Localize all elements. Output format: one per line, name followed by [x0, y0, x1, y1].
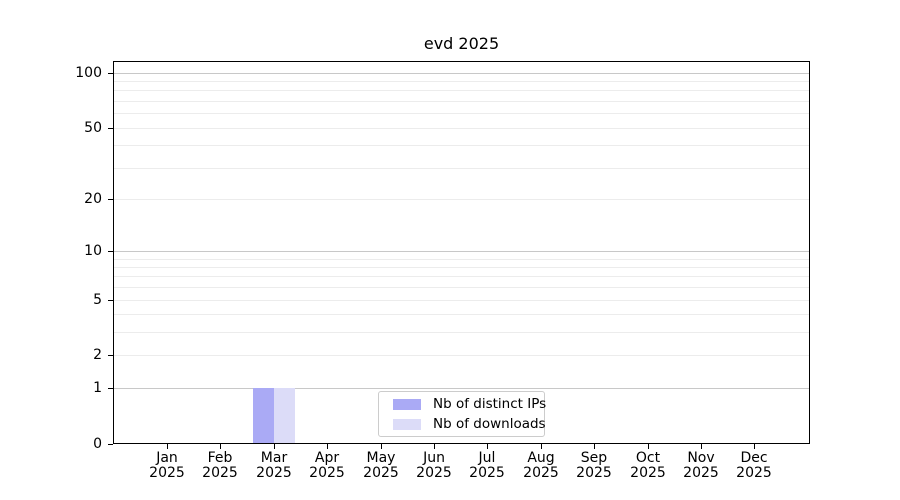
- x-tick-label-line: 2025: [736, 465, 772, 481]
- x-tick-label-line: 2025: [149, 465, 185, 481]
- x-tick: [434, 444, 435, 449]
- x-tick-label: Apr 2025: [295, 451, 359, 481]
- x-tick-label-line: 2025: [309, 465, 345, 481]
- x-tick: [594, 444, 595, 449]
- x-tick-label: Sep 2025: [562, 451, 626, 481]
- y-gridline-minor: [114, 276, 809, 277]
- x-tick-label-line: Jun: [423, 450, 445, 466]
- y-tick-label: 0: [93, 436, 102, 452]
- y-tick: [108, 251, 113, 252]
- x-tick-label-line: 2025: [202, 465, 238, 481]
- x-tick-label: Jun 2025: [402, 451, 466, 481]
- y-gridline-major: [114, 73, 809, 74]
- x-tick-label-line: 2025: [256, 465, 292, 481]
- y-gridline-minor: [114, 355, 809, 356]
- x-tick-label-line: Jul: [478, 450, 496, 466]
- y-gridline-minor: [114, 287, 809, 288]
- x-tick-label: Jul 2025: [455, 451, 519, 481]
- x-tick: [167, 444, 168, 449]
- x-tick-label: Feb 2025: [188, 451, 252, 481]
- y-gridline-minor: [114, 81, 809, 82]
- x-tick-label-line: 2025: [683, 465, 719, 481]
- y-gridline-major: [114, 251, 809, 252]
- legend-swatch-nb-of-downloads: [393, 418, 421, 430]
- x-tick-label-line: Jan: [156, 450, 178, 466]
- x-tick: [327, 444, 328, 449]
- x-tick-label-line: Apr: [314, 450, 340, 466]
- y-gridline-minor: [114, 128, 809, 129]
- x-tick-label-line: 2025: [469, 465, 505, 481]
- x-tick: [220, 444, 221, 449]
- x-tick-label: Aug 2025: [509, 451, 573, 481]
- y-gridline-minor: [114, 332, 809, 333]
- x-tick-label: May 2025: [349, 451, 413, 481]
- x-tick: [487, 444, 488, 449]
- plot-area-frame: [113, 61, 810, 444]
- x-tick-label: Nov 2025: [669, 451, 733, 481]
- y-gridline-minor: [114, 300, 809, 301]
- y-gridline-minor: [114, 259, 809, 260]
- y-tick: [108, 199, 113, 200]
- y-tick-label: 100: [75, 65, 102, 81]
- y-gridline-minor: [114, 199, 809, 200]
- x-tick-label-line: 2025: [630, 465, 666, 481]
- x-tick-label-line: May: [366, 450, 396, 466]
- legend-item: Nb of distinct IPs: [387, 396, 546, 412]
- legend-swatch-nb-of-distinct-ips: [393, 398, 421, 410]
- x-tick: [541, 444, 542, 449]
- legend-item: Nb of downloads: [387, 416, 546, 432]
- x-tick-label-line: Dec: [740, 450, 768, 466]
- x-tick-label-line: Feb: [207, 450, 233, 466]
- x-tick-label-line: Sep: [580, 450, 608, 466]
- y-tick: [108, 128, 113, 129]
- legend-label: Nb of downloads: [433, 416, 546, 432]
- x-tick-label-line: Aug: [527, 450, 555, 466]
- y-gridline-minor: [114, 113, 809, 114]
- x-tick: [274, 444, 275, 449]
- x-tick-label: Dec 2025: [722, 451, 786, 481]
- y-tick-label: 50: [84, 120, 102, 136]
- x-tick-label-line: Mar: [260, 450, 288, 466]
- x-tick-label: Oct 2025: [616, 451, 680, 481]
- y-tick-label: 10: [84, 243, 102, 259]
- chart-title: evd 2025: [423, 34, 500, 53]
- bar-nb-of-distinct-ips-mar-2025: [253, 388, 274, 443]
- y-tick-label: 20: [84, 191, 102, 207]
- x-tick: [701, 444, 702, 449]
- y-gridline-minor: [114, 314, 809, 315]
- x-tick-label-line: 2025: [576, 465, 612, 481]
- x-tick: [754, 444, 755, 449]
- y-tick-label: 5: [93, 292, 102, 308]
- y-tick: [108, 73, 113, 74]
- y-tick: [108, 300, 113, 301]
- y-tick-label: 1: [93, 380, 102, 396]
- y-gridline-minor: [114, 101, 809, 102]
- x-tick-label: Mar 2025: [242, 451, 306, 481]
- y-tick: [108, 444, 113, 445]
- x-tick: [381, 444, 382, 449]
- x-tick-label: Jan 2025: [135, 451, 199, 481]
- y-gridline-major: [114, 388, 809, 389]
- y-gridline-minor: [114, 267, 809, 268]
- bar-nb-of-downloads-mar-2025: [274, 388, 295, 443]
- y-tick: [108, 355, 113, 356]
- x-tick: [648, 444, 649, 449]
- y-gridline-minor: [114, 90, 809, 91]
- x-tick-label-line: 2025: [363, 465, 399, 481]
- x-tick-label-line: 2025: [416, 465, 452, 481]
- legend-label: Nb of distinct IPs: [433, 396, 547, 412]
- x-tick-label-line: 2025: [523, 465, 559, 481]
- y-tick-label: 2: [93, 347, 102, 363]
- y-tick: [108, 388, 113, 389]
- x-tick-label-line: Oct: [635, 450, 661, 466]
- x-tick-label-line: Nov: [687, 450, 715, 466]
- y-gridline-minor: [114, 145, 809, 146]
- y-gridline-minor: [114, 168, 809, 169]
- legend: Nb of distinct IPs Nb of downloads: [378, 391, 546, 437]
